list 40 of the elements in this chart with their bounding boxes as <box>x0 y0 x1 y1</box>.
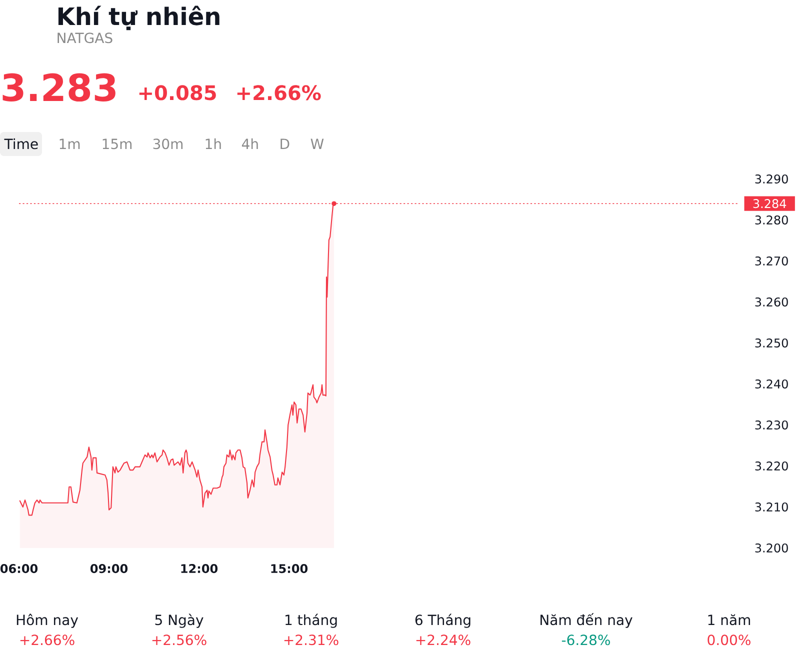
x-tick-label: 06:00 <box>0 564 38 574</box>
chart-subtitle: NATGAS <box>58 32 112 44</box>
text: +2.31% <box>284 634 338 646</box>
y-tick-label: 3.200 <box>755 543 788 553</box>
chart-title: Khí tự nhiên <box>58 6 220 30</box>
text: Hôm nay <box>16 614 78 628</box>
text: 4h <box>242 138 258 149</box>
text: 0.00% <box>708 634 750 646</box>
y-tick-label: 3.230 <box>755 420 788 430</box>
y-tick-label: 3.250 <box>755 338 788 348</box>
text: 15m <box>102 138 132 150</box>
y-tick-label: 3.220 <box>755 461 788 471</box>
text: +0.085 <box>139 85 216 100</box>
x-tick-label: 12:00 <box>181 564 218 574</box>
ref-line-label: 3.284 <box>753 199 786 208</box>
text: W <box>310 138 324 149</box>
y-tick-label: 3.270 <box>755 256 788 266</box>
text: 6 Tháng <box>415 614 470 628</box>
y-tick-label: 3.280 <box>755 215 788 225</box>
text: 1 tháng <box>286 614 337 628</box>
y-tick-label: 3.290 <box>755 174 788 184</box>
text: 1h <box>206 138 221 149</box>
text: 3.283 <box>2 73 116 102</box>
text: +2.24% <box>416 634 470 646</box>
y-tick-label: 3.260 <box>755 297 788 307</box>
text: Năm đến nay <box>540 613 632 628</box>
text: Time <box>4 138 38 150</box>
y-tick-label: 3.210 <box>755 502 788 512</box>
text: +2.66% <box>237 85 321 100</box>
text: 30m <box>153 138 183 150</box>
x-tick-label: 09:00 <box>90 564 128 574</box>
text: D <box>280 138 290 149</box>
text: 5 Ngày <box>155 614 204 628</box>
text: +2.56% <box>152 634 206 646</box>
text: 1m <box>60 138 80 149</box>
text: +2.66% <box>20 634 74 646</box>
y-tick-label: 3.240 <box>755 379 788 389</box>
x-tick-label: 15:00 <box>271 564 308 574</box>
text: -6.28% <box>562 634 610 646</box>
text: 1 năm <box>708 614 750 626</box>
